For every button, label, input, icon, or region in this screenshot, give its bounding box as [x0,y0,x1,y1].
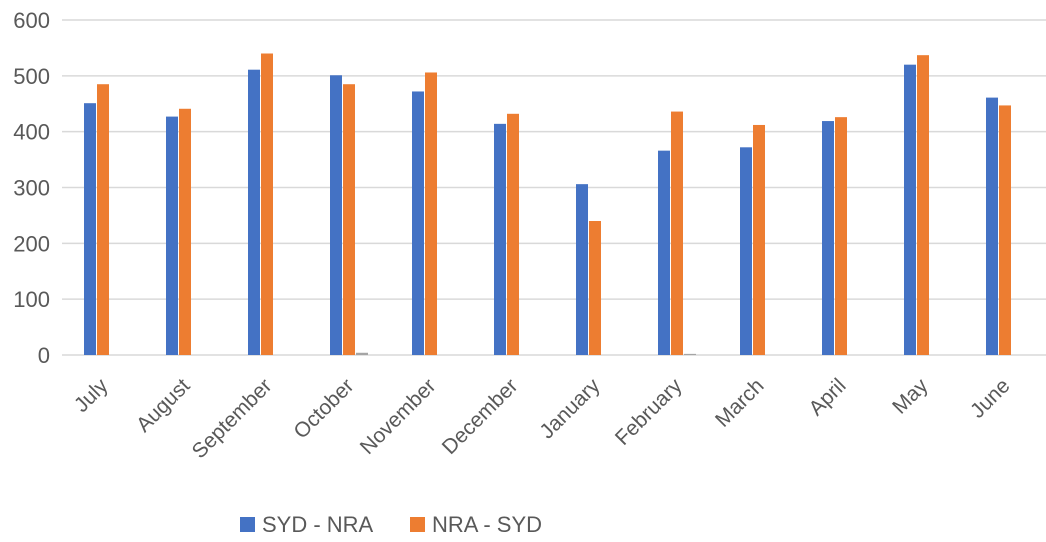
bar-1-july [84,103,96,355]
bar-2-march [753,124,765,355]
x-tick-label: September [188,374,277,463]
bar-2-january [589,221,601,355]
y-tick-label: 100 [13,287,50,312]
bar-2-september [261,53,273,355]
bar-2-may [917,55,929,356]
legend-swatch [410,517,425,532]
y-tick-label: 500 [13,64,50,89]
bars [84,53,1011,356]
y-tick-label: 600 [13,8,50,33]
bar-2-february [671,111,683,355]
bar-1-november [412,91,424,355]
bar-2-december [507,113,519,355]
x-tick-label: March [711,374,769,432]
bar-1-october [330,75,342,356]
bar-2-july [97,84,109,355]
bar-2-august [179,108,191,356]
x-tick-label: December [438,374,523,459]
legend: SYD - NRA NRA - SYD [240,512,542,537]
bar-1-december [494,123,506,355]
bar-1-april [822,121,834,355]
bar-1-january [576,184,588,355]
x-tick-label: November [356,374,441,459]
legend-label: SYD - NRA [262,512,374,537]
bar-1-may [904,64,916,356]
x-tick-label: April [805,374,851,420]
x-tick-label: June [966,374,1014,422]
bar-1-august [166,116,178,355]
y-tick-label: 400 [13,120,50,145]
x-tick-label: February [611,374,687,450]
bar-2-april [835,117,847,356]
bar-2-june [999,105,1011,355]
bar-3-october [356,352,368,355]
y-axis: 0 100 200 300 400 500 600 [13,8,50,368]
bar-1-june [986,97,998,355]
bar-2-november [425,72,437,355]
bar-1-september [248,69,260,356]
gridlines [62,19,1046,356]
legend-swatch [240,517,255,532]
y-tick-label: 300 [13,176,50,201]
y-tick-label: 200 [13,231,50,256]
legend-label: NRA - SYD [432,512,542,537]
bar-3-february [684,353,696,355]
x-tick-label: January [535,374,604,443]
y-tick-label: 0 [38,343,50,368]
x-tick-label: July [70,374,113,417]
bar-2-october [343,84,355,355]
x-tick-label: October [289,374,358,443]
x-tick-label: August [132,374,195,437]
bar-1-february [658,150,670,355]
bar-1-march [740,147,752,355]
x-tick-label: May [888,374,933,419]
